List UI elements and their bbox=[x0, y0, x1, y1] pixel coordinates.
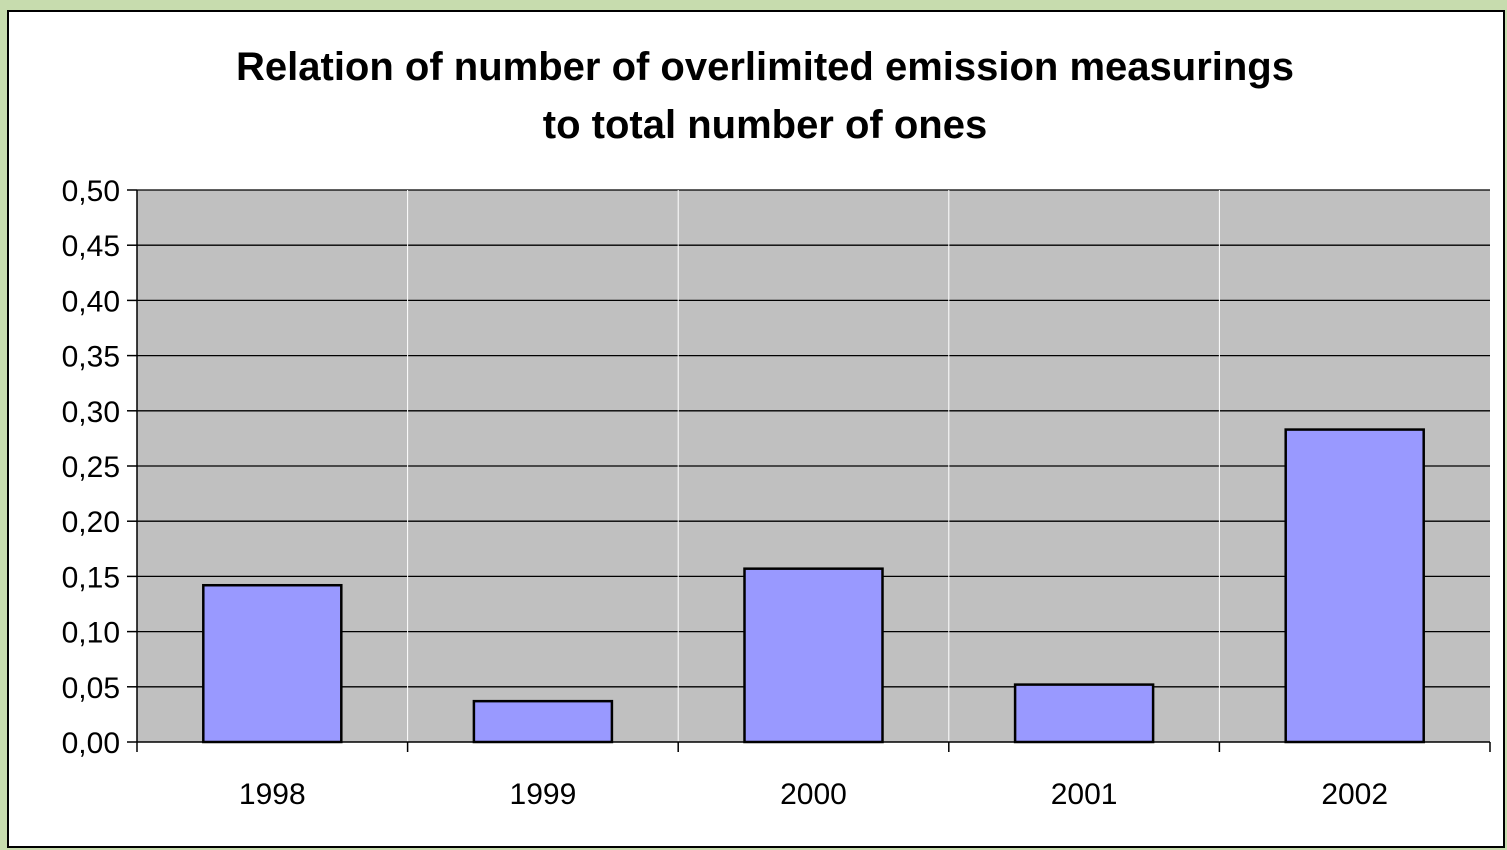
category-dividers bbox=[407, 190, 1220, 742]
x-tick-label: 2002 bbox=[1321, 778, 1388, 811]
x-tick-label: 1999 bbox=[510, 778, 577, 811]
chart-title-line-2: to total number of ones bbox=[542, 103, 988, 147]
y-tick-labels: 0,00 0,05 0,10 0,15 0,20 0,25 0,30 0,35 0,40 0,45… bbox=[62, 175, 120, 760]
bar-2001 bbox=[1013, 683, 1155, 744]
x-tick-labels: 1998 1999 2000 2001 2002 bbox=[239, 778, 1388, 811]
y-tick-label: 0,10 bbox=[62, 617, 120, 650]
y-tick-label: 0,25 bbox=[62, 451, 120, 484]
y-tick-label: 0,30 bbox=[62, 396, 120, 429]
axes bbox=[127, 189, 1491, 752]
chart-title: Relation of number of overlimited emissi… bbox=[0, 38, 1507, 154]
y-tick-label: 0,00 bbox=[62, 727, 120, 760]
y-tick-label: 0,15 bbox=[62, 561, 120, 594]
bars bbox=[202, 428, 1425, 744]
y-tick-label: 0,40 bbox=[62, 285, 120, 318]
x-tick-label: 1998 bbox=[239, 778, 306, 811]
x-tick-label: 2001 bbox=[1051, 778, 1118, 811]
y-tick-label: 0,35 bbox=[62, 341, 120, 374]
y-tick-label: 0,05 bbox=[62, 672, 120, 705]
x-tick-label: 2000 bbox=[780, 778, 847, 811]
chart-title-line-1: Relation of number of overlimited emissi… bbox=[236, 45, 1294, 89]
bar-1998 bbox=[202, 583, 343, 744]
bar-2002 bbox=[1284, 428, 1425, 744]
y-tick-label: 0,20 bbox=[62, 506, 120, 539]
y-tick-label: 0,50 bbox=[62, 175, 120, 208]
y-tick-label: 0,45 bbox=[62, 230, 120, 263]
bar-1999 bbox=[472, 699, 614, 744]
bar-2000 bbox=[743, 567, 884, 744]
